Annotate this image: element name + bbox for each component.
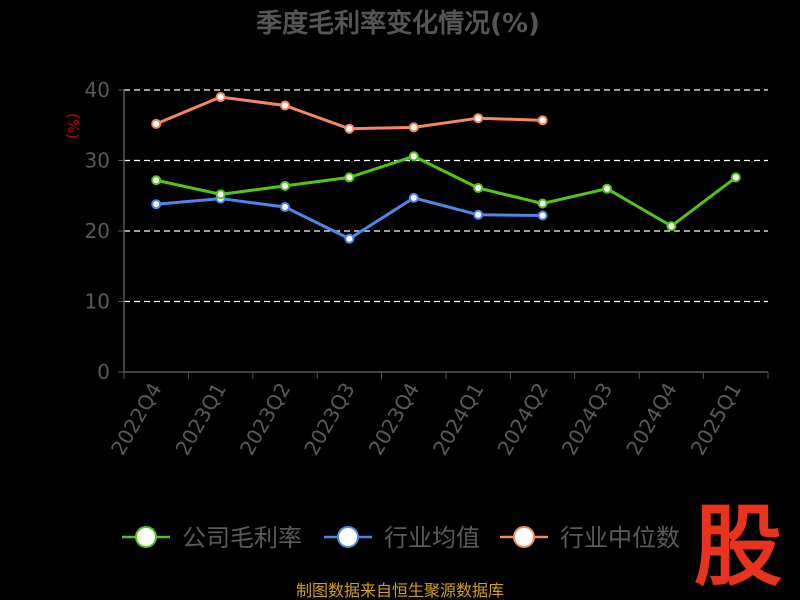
data-point[interactable] xyxy=(537,115,548,126)
legend-item[interactable]: 行业中位数 xyxy=(500,524,680,552)
x-tick-label: 2023Q2 xyxy=(235,379,295,460)
data-point[interactable] xyxy=(473,209,484,220)
series-layer xyxy=(151,92,741,244)
data-point[interactable] xyxy=(280,100,290,111)
legend-item[interactable]: 行业均值 xyxy=(324,524,480,552)
data-point[interactable] xyxy=(280,180,290,191)
data-point[interactable] xyxy=(602,183,612,194)
data-point[interactable] xyxy=(151,175,162,186)
x-tick-label: 2022Q4 xyxy=(106,379,166,460)
legend-label: 行业均值 xyxy=(384,524,480,552)
y-tick-label: 0 xyxy=(97,360,110,384)
legend-label: 行业中位数 xyxy=(560,524,680,552)
legend-label: 公司毛利率 xyxy=(182,524,302,552)
data-point[interactable] xyxy=(344,172,355,183)
grid-lines xyxy=(124,89,768,303)
data-point[interactable] xyxy=(666,221,677,232)
legend-marker xyxy=(337,526,359,548)
y-tick-label: 10 xyxy=(85,290,110,314)
series-line xyxy=(156,196,543,241)
data-point[interactable] xyxy=(344,233,355,244)
data-point[interactable] xyxy=(215,189,226,200)
data-point[interactable] xyxy=(408,151,419,162)
x-tick-label: 2024Q3 xyxy=(557,379,617,460)
y-tick-label: 40 xyxy=(85,78,110,102)
x-tick-label: 2023Q4 xyxy=(364,379,424,460)
data-point[interactable] xyxy=(473,182,484,193)
data-point[interactable] xyxy=(344,123,355,134)
x-tick-label: 2023Q1 xyxy=(170,379,230,460)
x-tick-label: 2024Q2 xyxy=(492,379,552,460)
x-tick-label: 2024Q1 xyxy=(428,379,488,460)
y-tick-label: 30 xyxy=(85,149,110,173)
data-point[interactable] xyxy=(215,92,226,103)
legend-marker xyxy=(513,526,535,548)
data-point[interactable] xyxy=(537,210,548,221)
data-source-note: 制图数据来自恒生聚源数据库 xyxy=(296,581,504,600)
data-point[interactable] xyxy=(408,192,419,203)
legend-marker xyxy=(135,526,157,548)
legend[interactable]: 公司毛利率 行业均值 行业中位数 xyxy=(122,524,680,552)
data-point[interactable] xyxy=(730,172,741,183)
x-tick-label: 2025Q1 xyxy=(686,379,746,460)
y-axis-label: (%) xyxy=(64,113,82,139)
data-point[interactable] xyxy=(280,202,290,213)
stock-logo: 股 xyxy=(694,495,782,598)
series-1 xyxy=(151,192,548,244)
data-point[interactable] xyxy=(408,122,419,133)
legend-item[interactable]: 公司毛利率 xyxy=(122,524,302,552)
series-0 xyxy=(151,151,741,232)
chart-title: 季度毛利率变化情况(%) xyxy=(256,8,540,39)
data-point[interactable] xyxy=(537,198,548,209)
y-tick-label: 20 xyxy=(85,219,110,243)
series-2 xyxy=(151,92,548,134)
x-tick-label: 2024Q4 xyxy=(621,379,681,460)
series-line xyxy=(155,154,737,228)
data-point[interactable] xyxy=(473,113,484,124)
data-point[interactable] xyxy=(151,118,162,129)
x-tick-label: 2023Q3 xyxy=(299,379,359,460)
data-point[interactable] xyxy=(151,199,162,210)
